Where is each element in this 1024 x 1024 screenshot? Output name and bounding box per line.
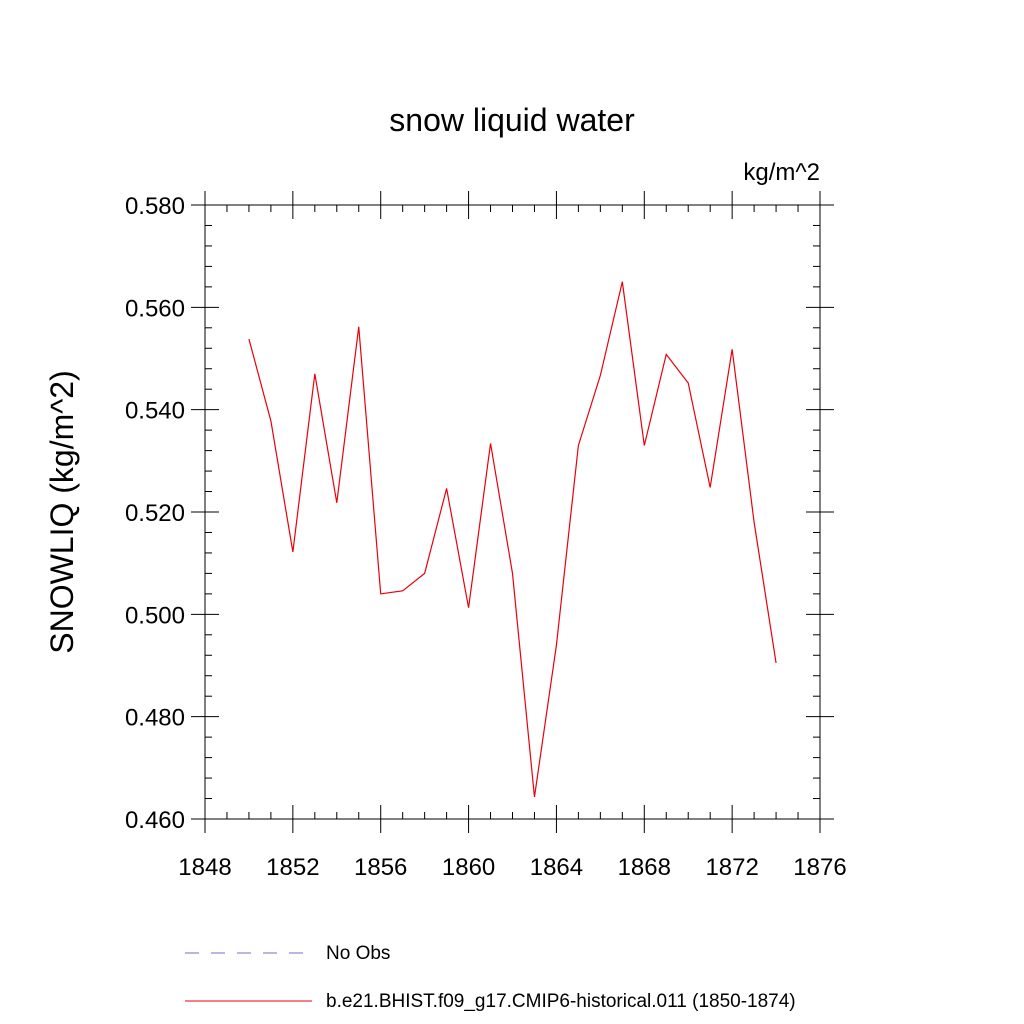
x-tick-label: 1852 — [266, 854, 319, 881]
y-tick-label: 0.540 — [125, 398, 185, 425]
x-tick-label: 1868 — [618, 854, 671, 881]
series-layer — [248, 281, 777, 798]
x-ticks: 1848 1852 1856 1860 1864 1868 1872 1876 — [178, 191, 847, 881]
y-tick-label: 0.580 — [125, 193, 185, 220]
y-axis-label: SNOWLIQ (kg/m^2) — [44, 370, 80, 653]
x-tick-label: 1876 — [793, 854, 846, 881]
legend-label-no-obs: No Obs — [326, 943, 390, 964]
y-tick-label: 0.480 — [125, 705, 185, 732]
y-tick-label: 0.520 — [125, 500, 185, 527]
units-label: kg/m^2 — [743, 159, 820, 186]
chart-title: snow liquid water — [389, 102, 635, 138]
legend: No Obs b.e21.BHIST.f09_g17.CMIP6-histori… — [185, 943, 796, 1012]
y-ticks: 0.460 0.480 0.500 0.520 0.540 0.560 0.580 — [125, 193, 834, 834]
y-tick-label: 0.560 — [125, 295, 185, 322]
legend-label-model: b.e21.BHIST.f09_g17.CMIP6-historical.011… — [326, 991, 796, 1012]
x-tick-label: 1872 — [705, 854, 758, 881]
series-line-1 — [248, 281, 777, 798]
y-tick-label: 0.460 — [125, 807, 185, 834]
x-tick-label: 1848 — [178, 854, 231, 881]
x-tick-label: 1864 — [530, 854, 583, 881]
x-tick-label: 1860 — [442, 854, 495, 881]
y-tick-label: 0.500 — [125, 602, 185, 629]
x-tick-label: 1856 — [354, 854, 407, 881]
